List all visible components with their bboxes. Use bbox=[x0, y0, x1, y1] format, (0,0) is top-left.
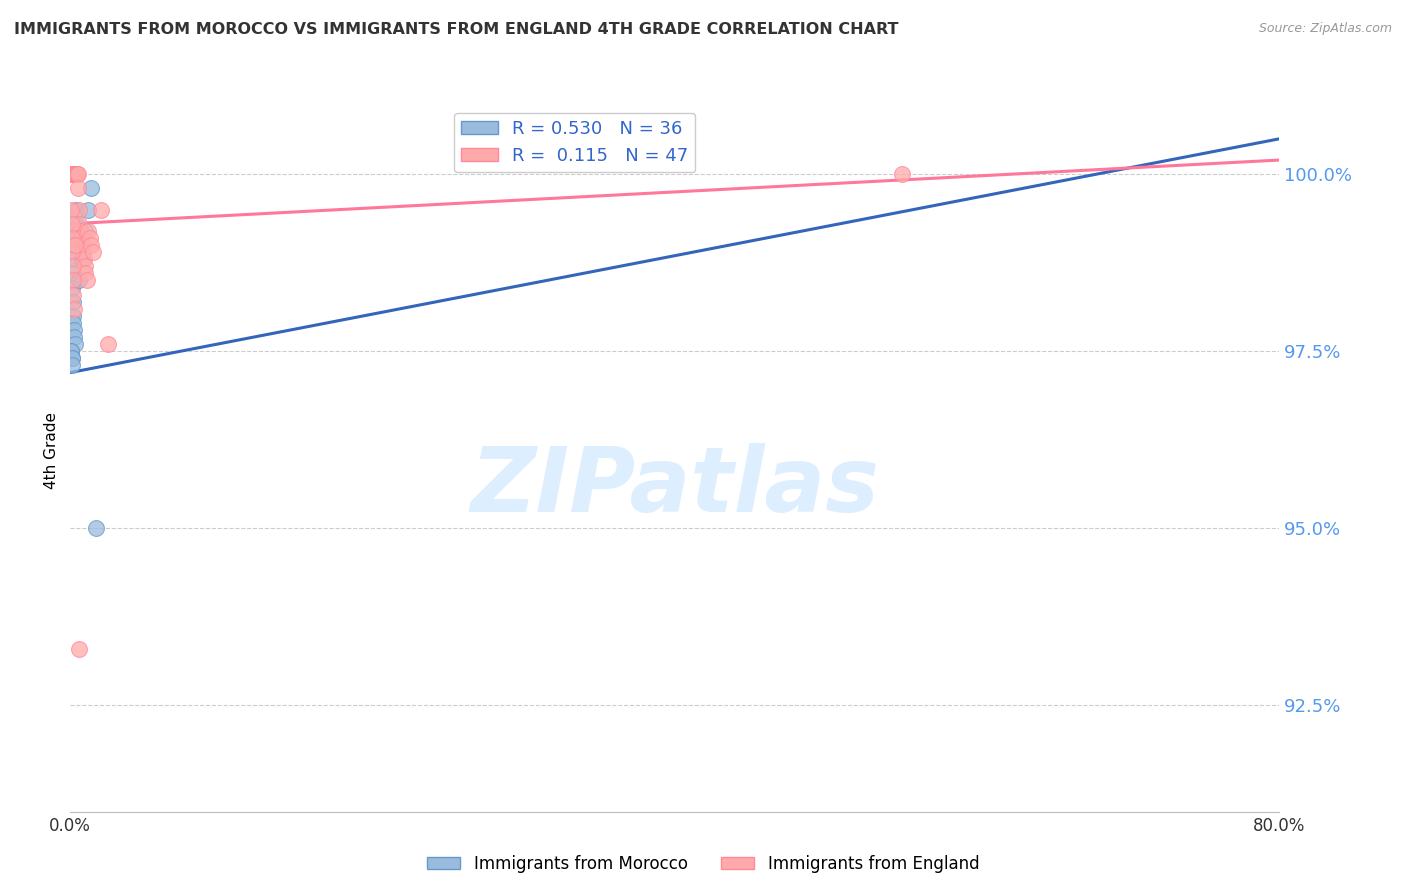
Point bbox=[72, 245, 94, 260]
Point bbox=[60, 238, 83, 252]
Point bbox=[63, 167, 86, 181]
Text: Source: ZipAtlas.com: Source: ZipAtlas.com bbox=[1258, 22, 1392, 36]
Point bbox=[63, 167, 86, 181]
Point bbox=[65, 231, 87, 245]
Point bbox=[67, 202, 90, 217]
Point bbox=[73, 252, 96, 267]
Point bbox=[60, 351, 83, 366]
Point bbox=[65, 167, 87, 181]
Point bbox=[60, 245, 83, 260]
Point bbox=[62, 167, 84, 181]
Point bbox=[70, 231, 93, 245]
Point bbox=[63, 337, 86, 351]
Point bbox=[62, 167, 84, 181]
Point bbox=[65, 167, 87, 181]
Point bbox=[60, 252, 83, 267]
Point bbox=[60, 167, 83, 181]
Point bbox=[60, 167, 83, 181]
Point bbox=[66, 181, 89, 195]
Point bbox=[97, 337, 120, 351]
Text: ZIPatlas: ZIPatlas bbox=[471, 442, 879, 531]
Point bbox=[66, 167, 89, 181]
Point bbox=[62, 167, 84, 181]
Point bbox=[62, 260, 84, 274]
Legend: Immigrants from Morocco, Immigrants from England: Immigrants from Morocco, Immigrants from… bbox=[420, 848, 986, 880]
Point bbox=[63, 238, 86, 252]
Point bbox=[70, 238, 93, 252]
Point bbox=[62, 301, 84, 316]
Point bbox=[63, 167, 86, 181]
Point bbox=[62, 323, 84, 337]
Point bbox=[84, 521, 107, 535]
Point bbox=[62, 287, 84, 301]
Point bbox=[77, 224, 100, 238]
Point bbox=[65, 217, 87, 231]
Point bbox=[73, 260, 96, 274]
Point bbox=[66, 167, 89, 181]
Point bbox=[65, 202, 87, 217]
Point bbox=[80, 238, 103, 252]
Point bbox=[60, 167, 83, 181]
Point bbox=[60, 344, 83, 359]
Point bbox=[62, 294, 84, 309]
Point bbox=[62, 167, 84, 181]
Point bbox=[890, 167, 912, 181]
Point bbox=[90, 202, 111, 217]
Point bbox=[60, 217, 83, 231]
Point bbox=[62, 167, 84, 181]
Y-axis label: 4th Grade: 4th Grade bbox=[44, 412, 59, 489]
Point bbox=[60, 202, 83, 217]
Point bbox=[75, 266, 97, 280]
Point bbox=[60, 344, 83, 359]
Point bbox=[62, 167, 84, 181]
Point bbox=[60, 167, 83, 181]
Point bbox=[63, 167, 86, 181]
Point bbox=[75, 224, 97, 238]
Point bbox=[82, 245, 104, 260]
Point bbox=[69, 224, 91, 238]
Point bbox=[62, 167, 84, 181]
Point bbox=[65, 167, 87, 181]
Legend: R = 0.530   N = 36, R =  0.115   N = 47: R = 0.530 N = 36, R = 0.115 N = 47 bbox=[454, 112, 696, 172]
Point bbox=[60, 266, 83, 280]
Point bbox=[67, 641, 90, 656]
Point bbox=[60, 231, 83, 245]
Point bbox=[60, 167, 83, 181]
Point bbox=[66, 167, 89, 181]
Point bbox=[62, 309, 84, 323]
Point bbox=[63, 167, 86, 181]
Point bbox=[79, 231, 101, 245]
Point bbox=[72, 252, 94, 267]
Point bbox=[76, 273, 98, 287]
Point bbox=[67, 217, 90, 231]
Point bbox=[60, 167, 83, 181]
Point bbox=[60, 359, 83, 373]
Point bbox=[60, 351, 83, 366]
Point bbox=[80, 181, 103, 195]
Point bbox=[60, 167, 83, 181]
Point bbox=[67, 273, 90, 287]
Point bbox=[60, 280, 83, 294]
Point bbox=[63, 167, 86, 181]
Point bbox=[63, 330, 86, 344]
Point bbox=[62, 273, 84, 287]
Point bbox=[62, 167, 84, 181]
Point bbox=[72, 238, 94, 252]
Point bbox=[62, 316, 84, 330]
Point bbox=[77, 202, 100, 217]
Point bbox=[63, 167, 86, 181]
Point bbox=[63, 167, 86, 181]
Point bbox=[60, 167, 83, 181]
Text: IMMIGRANTS FROM MOROCCO VS IMMIGRANTS FROM ENGLAND 4TH GRADE CORRELATION CHART: IMMIGRANTS FROM MOROCCO VS IMMIGRANTS FR… bbox=[14, 22, 898, 37]
